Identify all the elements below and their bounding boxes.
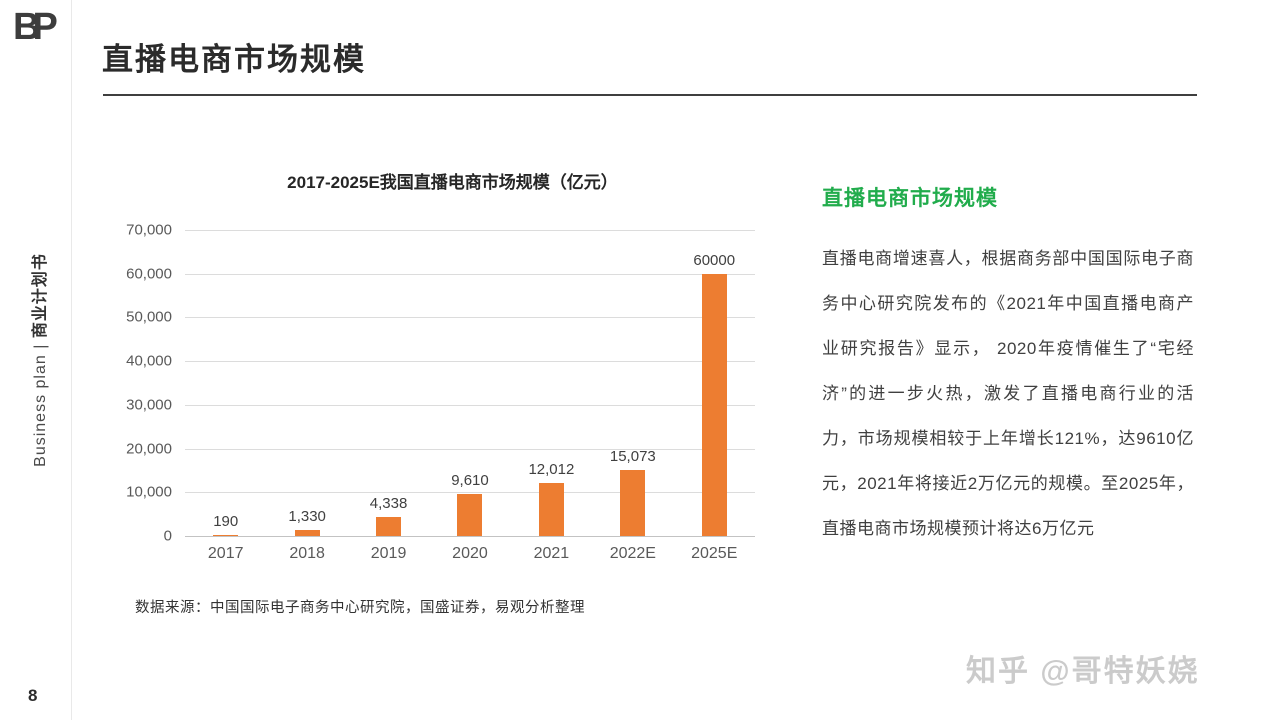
vertical-label-en: Business plan | — [32, 338, 49, 467]
x-tick-label: 2020 — [452, 545, 488, 562]
gridline — [185, 404, 755, 406]
bar-value-label: 9,610 — [451, 472, 489, 489]
bar-2021 — [538, 483, 564, 536]
x-tick-label: 2019 — [370, 545, 407, 562]
y-tick-label: 40,000 — [126, 352, 172, 370]
gridline — [185, 317, 755, 319]
vertical-label-zh: 商业计划书 — [32, 253, 49, 339]
bar-cell-2025E: 60000 — [674, 230, 755, 536]
x-tick-label: 2021 — [533, 545, 570, 562]
bp-logo: BP — [13, 6, 58, 48]
bar-cell-2021: 12,012 — [511, 230, 592, 536]
x-tick-label: 2017 — [207, 545, 244, 562]
bar-value-label: 12,012 — [528, 461, 575, 478]
x-tick-label: 2022E — [609, 545, 656, 562]
y-tick-label: 20,000 — [126, 440, 172, 458]
panel-heading: 直播电商市场规模 — [822, 187, 998, 210]
bar-cell-2017: 190 — [185, 230, 266, 536]
bar-value-label: 190 — [213, 513, 239, 530]
chart-bars: 190 1,330 4,338 9,610 12,012 15,073 60000 — [185, 230, 755, 536]
page-number: 8 — [28, 686, 38, 705]
bar-2025E — [701, 274, 727, 536]
bar-value-label: 4,338 — [369, 495, 408, 512]
gridline — [185, 230, 755, 231]
y-tick-label: 30,000 — [126, 396, 172, 414]
bar-cell-2022E: 15,073 — [592, 230, 673, 536]
y-tick-label: 50,000 — [126, 308, 172, 326]
y-tick-label: 70,000 — [126, 221, 172, 239]
bar-cell-2018: 1,330 — [266, 230, 347, 536]
zhihu-watermark: 知乎 @哥特妖娆 — [966, 655, 1200, 688]
y-tick-label: 10,000 — [126, 483, 172, 501]
gridline — [185, 536, 755, 537]
page-title: 直播电商市场规模 — [102, 42, 366, 77]
x-tick-label: 2025E — [691, 545, 738, 562]
data-source-note: 数据来源：中国国际电子商务中心研究院，国盛证券，易观分析整理 — [135, 600, 585, 616]
commentary-panel: 直播电商市场规模 直播电商增速喜人，根据商务部中国国际电子商务中心研究院发布的《… — [822, 182, 1194, 551]
bar-cell-2020: 9,610 — [429, 230, 510, 536]
title-underline — [103, 94, 1197, 96]
gridline — [185, 448, 755, 450]
bar-value-label: 1,330 — [288, 508, 326, 525]
y-tick-label: 0 — [163, 527, 172, 545]
bar-2018 — [294, 530, 320, 536]
bar-2019 — [376, 517, 402, 536]
chart-x-axis: 2017 2018 2019 2020 2021 2022E 2025E — [185, 545, 755, 563]
chart-y-axis: 0 10,000 20,000 30,000 40,000 50,000 60,000 70,… — [126, 222, 178, 545]
bar-2022E — [620, 470, 646, 536]
panel-body-text: 直播电商增速喜人，根据商务部中国国际电子商务中心研究院发布的《2021年中国直播… — [822, 249, 1194, 538]
market-size-chart: 2017-2025E我国直播电商市场规模（亿元） 0 10,000 20,000 30… — [126, 168, 775, 563]
chart-plot-area: 0 10,000 20,000 30,000 40,000 50,000 60,000 70,… — [126, 222, 755, 545]
gridline — [185, 273, 755, 275]
gridline — [185, 361, 755, 363]
y-tick-label: 60,000 — [126, 265, 172, 283]
gridline — [185, 492, 755, 494]
chart-title: 2017-2025E我国直播电商市场规模（亿元） — [287, 173, 618, 192]
left-rail: BP Business plan | 商业计划书 8 — [0, 0, 72, 720]
sidebar-vertical-label: Business plan | 商业计划书 — [26, 253, 50, 467]
bar-value-label: 15,073 — [609, 448, 656, 465]
x-tick-label: 2018 — [289, 545, 325, 562]
bar-value-label: 60000 — [693, 252, 736, 269]
bar-cell-2019: 4,338 — [348, 230, 429, 536]
bar-2020 — [457, 494, 483, 536]
bar-2017 — [213, 535, 239, 536]
